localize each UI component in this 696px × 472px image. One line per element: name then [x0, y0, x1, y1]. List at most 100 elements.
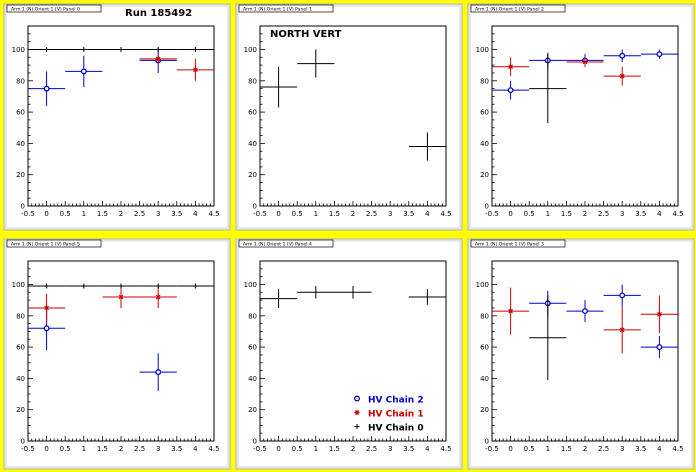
x-tick-label: 4.5	[208, 210, 219, 218]
data-point	[582, 59, 588, 65]
x-tick-label: 0	[276, 210, 280, 218]
x-tick-label: -0.5	[485, 210, 499, 218]
x-tick-label: 4	[657, 210, 662, 218]
x-tick-label: 3	[388, 445, 392, 453]
y-tick-label: 0	[253, 203, 257, 211]
x-tick-label: 1	[314, 445, 318, 453]
y-tick-label: 0	[21, 438, 25, 446]
data-point	[44, 46, 50, 52]
pad-title-frame	[470, 4, 566, 13]
data-point	[155, 46, 161, 52]
x-axis: -0.5 0 0.5 1 1.5 2 2.5 3 3.5 4 4.5	[253, 201, 452, 218]
x-tick-label: 3.5	[403, 210, 414, 218]
series-plus	[529, 54, 567, 124]
pad-title-frame	[6, 239, 102, 248]
x-axis: -0.5 0 0.5 1 1.5 2 2.5 3 3.5 4 4.5	[21, 201, 220, 218]
pad-1: Arm 1 (N) Orient 1 (V) Panel 1-0.5 0 0.5 1 1…	[235, 3, 463, 231]
series-star	[492, 287, 678, 354]
x-tick-label: 0	[44, 210, 48, 218]
y-tick-label: 100	[244, 281, 257, 289]
data-point	[619, 73, 625, 79]
legend-label: HV Chain 2	[368, 396, 424, 406]
y-tick-label: 40	[480, 140, 489, 148]
data-point	[43, 325, 50, 332]
data-point	[582, 308, 588, 315]
x-tick-label: 3.5	[403, 445, 414, 453]
y-tick-label: 60	[480, 109, 489, 117]
pad-2: Arm 1 (N) Orient 1 (V) Panel 2-0.5 0 0.5 1 1…	[467, 3, 695, 231]
x-tick-label: 3.5	[171, 445, 182, 453]
y-tick-label: 20	[480, 171, 489, 179]
legend: HV Chain 2 HV Chain 1 HV Chain 0	[354, 395, 424, 434]
x-tick-label: 4	[657, 445, 662, 453]
x-tick-label: 2	[119, 445, 123, 453]
pad-title: Arm 1 (N) Orient 1 (V) Panel 0	[11, 7, 80, 13]
pad-title-frame	[470, 239, 566, 248]
x-tick-label: 1	[546, 445, 550, 453]
x-tick-label: -0.5	[253, 210, 267, 218]
series-plus	[28, 283, 214, 289]
series-open-circle	[529, 284, 678, 359]
x-tick-label: 4.5	[440, 445, 451, 453]
x-tick-label: 1.5	[561, 445, 572, 453]
y-tick-label: 80	[480, 312, 489, 320]
pad-area	[469, 5, 693, 229]
x-tick-label: 4.5	[672, 210, 683, 218]
y-tick-label: 0	[485, 203, 489, 211]
x-tick-label: 2.5	[134, 445, 145, 453]
data-point	[656, 344, 663, 351]
y-tick-label: 20	[16, 171, 25, 179]
x-tick-label: 0.5	[524, 210, 535, 218]
x-tick-label: 4	[193, 210, 198, 218]
pad-area	[469, 240, 693, 468]
x-tick-label: 4	[425, 445, 430, 453]
x-tick-label: 2	[583, 445, 587, 453]
pad-area	[5, 5, 229, 229]
pad-title-box: Arm 1 (N) Orient 1 (V) Panel 4	[238, 239, 334, 248]
x-tick-label: 3.5	[171, 210, 182, 218]
legend-label: HV Chain 0	[368, 424, 424, 434]
y-tick-label: 100	[12, 46, 25, 54]
y-axis: 0 20 40 60 80 100	[476, 33, 497, 211]
x-tick-label: 3	[156, 210, 160, 218]
x-tick-label: -0.5	[21, 445, 35, 453]
run-label: Run 185492	[125, 8, 192, 19]
x-tick-label: 0	[276, 445, 280, 453]
data-point	[44, 283, 50, 289]
pad-title: Arm 1 (N) Orient 1 (V) Panel 4	[243, 242, 312, 248]
x-tick-label: 0	[508, 445, 512, 453]
x-axis: -0.5 0 0.5 1 1.5 2 2.5 3 3.5 4 4.5	[253, 436, 452, 453]
x-tick-label: 4.5	[208, 445, 219, 453]
x-tick-label: 1	[82, 210, 86, 218]
data-point	[118, 46, 124, 52]
y-tick-label: 60	[16, 109, 25, 117]
x-tick-label: 0.5	[60, 445, 71, 453]
series-star	[139, 54, 214, 81]
y-tick-label: 100	[476, 281, 489, 289]
x-tick-label: 2	[351, 210, 355, 218]
pad-title: Arm 1 (N) Orient 1 (V) Panel 2	[475, 7, 544, 13]
x-tick-label: -0.5	[253, 445, 267, 453]
data-point	[507, 87, 514, 94]
y-tick-label: 80	[480, 77, 489, 85]
legend-marker	[354, 395, 360, 402]
x-tick-label: 1.5	[97, 210, 108, 218]
data-point	[508, 64, 514, 70]
x-tick-label: 1.5	[561, 210, 572, 218]
x-tick-label: 2.5	[366, 210, 377, 218]
data-point	[81, 283, 87, 289]
x-tick-label: 4	[193, 445, 198, 453]
data-point	[118, 294, 124, 300]
x-tick-label: 3	[388, 210, 392, 218]
series-plus	[260, 286, 446, 308]
data-point	[656, 311, 662, 317]
y-tick-label: 40	[248, 140, 257, 148]
x-tick-label: 1	[82, 445, 86, 453]
pad-title: Arm 1 (N) Orient 1 (V) Panel 3	[475, 242, 544, 248]
data-point	[44, 305, 50, 311]
pad-title: Arm 1 (N) Orient 1 (V) Panel 5	[11, 242, 80, 248]
y-tick-label: 80	[248, 312, 257, 320]
pad-title-box: Arm 1 (N) Orient 1 (V) Panel 1	[238, 4, 334, 13]
x-tick-label: 0.5	[292, 445, 303, 453]
series-plus	[529, 295, 567, 380]
